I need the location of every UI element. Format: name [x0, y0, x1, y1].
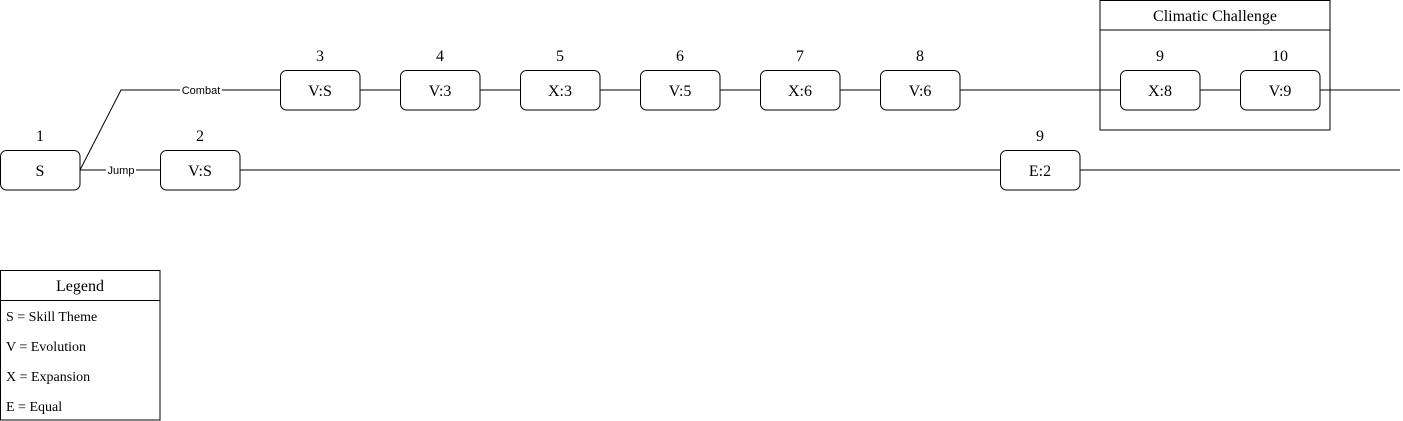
- node-label: V:9: [1269, 83, 1292, 100]
- legend-item: S = Skill Theme: [6, 310, 97, 325]
- node-start[interactable]: 1 S: [0, 128, 81, 191]
- node-number: 8: [916, 48, 924, 65]
- climatic-challenge-group: Climatic Challenge: [1099, 0, 1331, 131]
- node-label: X:3: [548, 83, 572, 100]
- node-combat-4[interactable]: 6 V:5: [640, 48, 721, 111]
- node-number: 4: [436, 48, 444, 65]
- node-combat-8[interactable]: 10 V:9: [1240, 48, 1321, 111]
- node-label: X:8: [1148, 83, 1172, 100]
- node-label: E:2: [1029, 163, 1051, 180]
- node-combat-6[interactable]: 8 V:6: [880, 48, 961, 111]
- node-number: 1: [36, 128, 44, 145]
- node-combat-1[interactable]: 3 V:S: [280, 48, 361, 111]
- legend-item: V = Evolution: [6, 340, 86, 355]
- node-number: 3: [316, 48, 324, 65]
- legend-title: Legend: [56, 278, 104, 295]
- node-combat-5[interactable]: 7 X:6: [760, 48, 841, 111]
- node-jump-1[interactable]: 2 V:S: [160, 128, 241, 191]
- legend-item: E = Equal: [6, 400, 62, 415]
- legend: Legend S = Skill Theme V = Evolution X =…: [0, 270, 161, 421]
- node-label: X:6: [788, 83, 812, 100]
- svg-text:Combat: Combat: [182, 85, 221, 97]
- node-number: 7: [796, 48, 804, 65]
- node-number: 6: [676, 48, 684, 65]
- node-label: V:S: [188, 163, 212, 180]
- node-number: 9: [1156, 48, 1164, 65]
- svg-text:Jump: Jump: [108, 165, 135, 177]
- legend-item: X = Expansion: [6, 370, 90, 385]
- node-label: V:6: [909, 83, 932, 100]
- node-number: 9: [1036, 128, 1044, 145]
- edge-start-to-combat: [79, 89, 280, 171]
- node-combat-7[interactable]: 9 X:8: [1120, 48, 1201, 111]
- node-number: 10: [1272, 48, 1288, 65]
- node-label: V:5: [669, 83, 692, 100]
- node-label: V:3: [429, 83, 452, 100]
- node-label: S: [36, 163, 45, 180]
- node-combat-2[interactable]: 4 V:3: [400, 48, 481, 111]
- edge-label-jump: Jump: [106, 163, 136, 177]
- node-combat-3[interactable]: 5 X:3: [520, 48, 601, 111]
- node-label: V:S: [308, 83, 332, 100]
- climatic-challenge-title: Climatic Challenge: [1153, 8, 1277, 25]
- node-jump-2[interactable]: 9 E:2: [1000, 128, 1081, 191]
- node-number: 2: [196, 128, 204, 145]
- node-number: 5: [556, 48, 564, 65]
- edge-label-combat: Combat: [180, 83, 222, 97]
